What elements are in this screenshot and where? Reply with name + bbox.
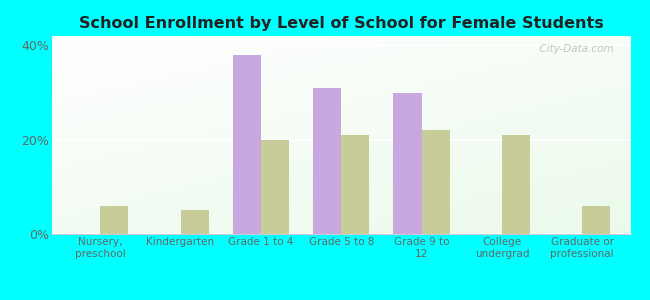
Bar (502, 135, 530, 234)
Bar (313, 88, 341, 234)
Bar (393, 93, 422, 234)
Title: School Enrollment by Level of School for Female Students: School Enrollment by Level of School for… (79, 16, 604, 31)
Bar (233, 55, 261, 234)
Bar (261, 140, 289, 234)
Bar (181, 210, 209, 234)
Bar (582, 206, 610, 234)
Bar (341, 135, 369, 234)
Bar (100, 206, 128, 234)
Bar (422, 130, 450, 234)
Text: City-Data.com: City-Data.com (532, 44, 613, 54)
